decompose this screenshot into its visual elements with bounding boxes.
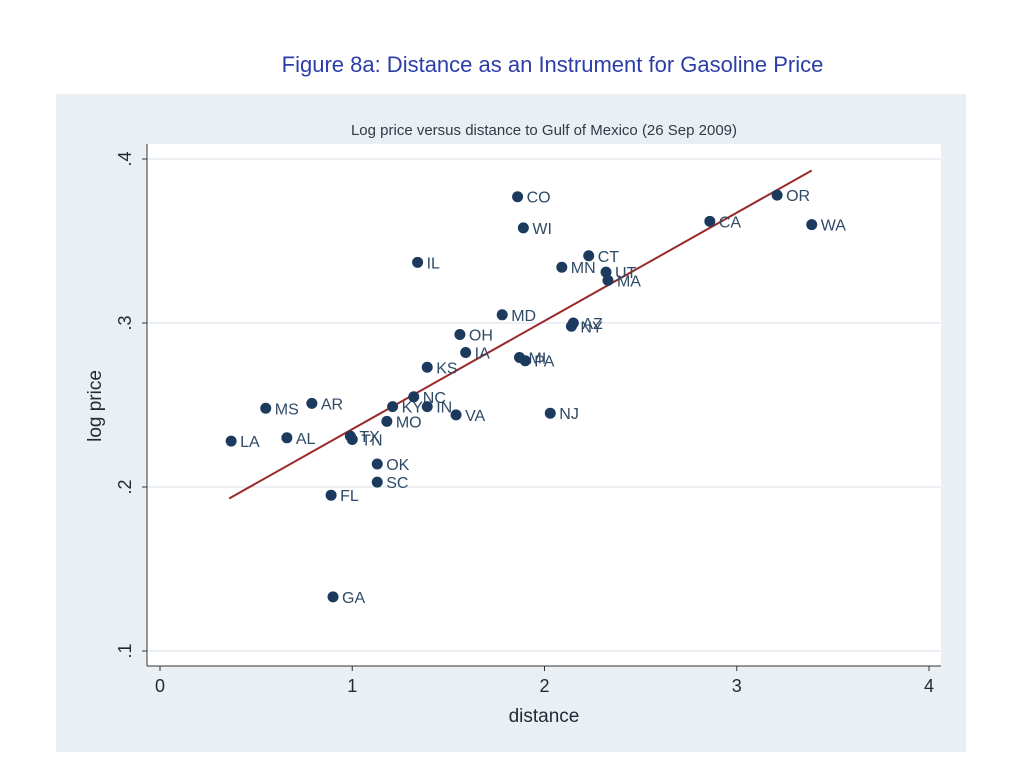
y-tick-label: .4 (115, 151, 135, 166)
point-label-ia: IA (475, 346, 490, 363)
point-label-md: MD (511, 308, 536, 325)
chart-panel: Log price versus distance to Gulf of Mex… (56, 94, 966, 752)
scatter-chart: Log price versus distance to Gulf of Mex… (85, 122, 941, 727)
point-label-az: AZ (582, 316, 603, 333)
x-tick-label: 3 (732, 676, 742, 696)
point-label-ar: AR (321, 396, 343, 413)
data-point-md (496, 309, 508, 321)
point-label-wi: WI (532, 221, 552, 238)
point-label-mn: MN (571, 260, 596, 277)
gridlines (147, 158, 941, 652)
point-label-nj: NJ (559, 406, 579, 423)
data-point-ok (371, 458, 383, 470)
x-axis-label: distance (509, 706, 580, 727)
axes: .1 .2 .3 .4 0 1 2 3 4 (115, 144, 941, 696)
data-point-wi (517, 222, 529, 234)
point-label-ut: UT (615, 265, 637, 282)
y-tick-label: .1 (115, 643, 135, 658)
point-label-ga: GA (342, 590, 365, 607)
point-label-pa: PA (534, 354, 554, 371)
fit-line-group (228, 169, 813, 500)
chart-title: Log price versus distance to Gulf of Mex… (351, 122, 737, 139)
data-point-oh (454, 328, 466, 340)
point-label-va: VA (465, 408, 485, 425)
plot-area (147, 144, 941, 666)
data-point-va (450, 409, 462, 421)
point-label-mi: MI (529, 350, 547, 367)
data-point-ar (306, 397, 318, 409)
data-point-il (412, 256, 424, 268)
x-tick-label: 2 (539, 676, 549, 696)
point-label-ks: KS (436, 360, 457, 377)
point-label-ct: CT (598, 249, 620, 266)
point-label-ky: KY (402, 400, 424, 417)
x-tick-label: 1 (347, 676, 357, 696)
data-point-co (512, 191, 524, 203)
data-point-mn (556, 261, 568, 273)
point-label-fl: FL (340, 488, 359, 505)
y-tick-label: .3 (115, 315, 135, 330)
x-tick-label: 4 (924, 676, 934, 696)
data-point-ut (600, 266, 612, 278)
point-label-sc: SC (386, 475, 408, 492)
data-point-wa (806, 219, 818, 231)
point-label-ms: MS (275, 401, 299, 418)
data-point-or (771, 189, 783, 201)
point-label-mo: MO (396, 414, 422, 431)
y-tick-label: .2 (115, 479, 135, 494)
point-label-oh: OH (469, 327, 493, 344)
data-point-ma (602, 274, 614, 286)
data-point-ct (583, 250, 595, 262)
point-label-ok: OK (386, 457, 409, 474)
data-point-in (421, 401, 433, 413)
point-label-or: OR (786, 188, 810, 205)
data-point-nc (408, 391, 420, 403)
point-label-tx: TX (359, 429, 380, 446)
point-label-wa: WA (821, 218, 847, 235)
data-point-fl (325, 489, 337, 501)
data-point-ca (704, 215, 716, 227)
data-point-pa (519, 355, 531, 367)
point-label-tn: TN (361, 432, 382, 449)
data-point-ga (327, 591, 339, 603)
data-point-la (225, 435, 237, 447)
data-point-ia (460, 347, 472, 359)
y-axis-label: log price (85, 370, 106, 442)
data-point-al (281, 432, 293, 444)
figure-caption: Figure 8a: Distance as an Instrument for… (281, 52, 824, 77)
point-label-ny: NY (580, 319, 603, 336)
data-point-ky (387, 401, 399, 413)
data-point-ny (565, 320, 577, 332)
data-point-sc (371, 476, 383, 488)
fit-line (228, 169, 813, 500)
point-label-il: IL (427, 255, 440, 272)
point-label-ca: CA (719, 214, 742, 231)
data-point-mo (381, 415, 393, 427)
point-label-ma: MA (617, 273, 641, 290)
point-label-co: CO (527, 190, 551, 207)
point-label-in: IN (436, 400, 452, 417)
data-point-nj (544, 407, 556, 419)
data-point-ks (421, 361, 433, 373)
point-label-la: LA (240, 434, 260, 451)
x-tick-label: 0 (155, 676, 165, 696)
data-point-ms (260, 402, 272, 414)
point-label-al: AL (296, 431, 316, 448)
data-point-tn (346, 433, 358, 445)
